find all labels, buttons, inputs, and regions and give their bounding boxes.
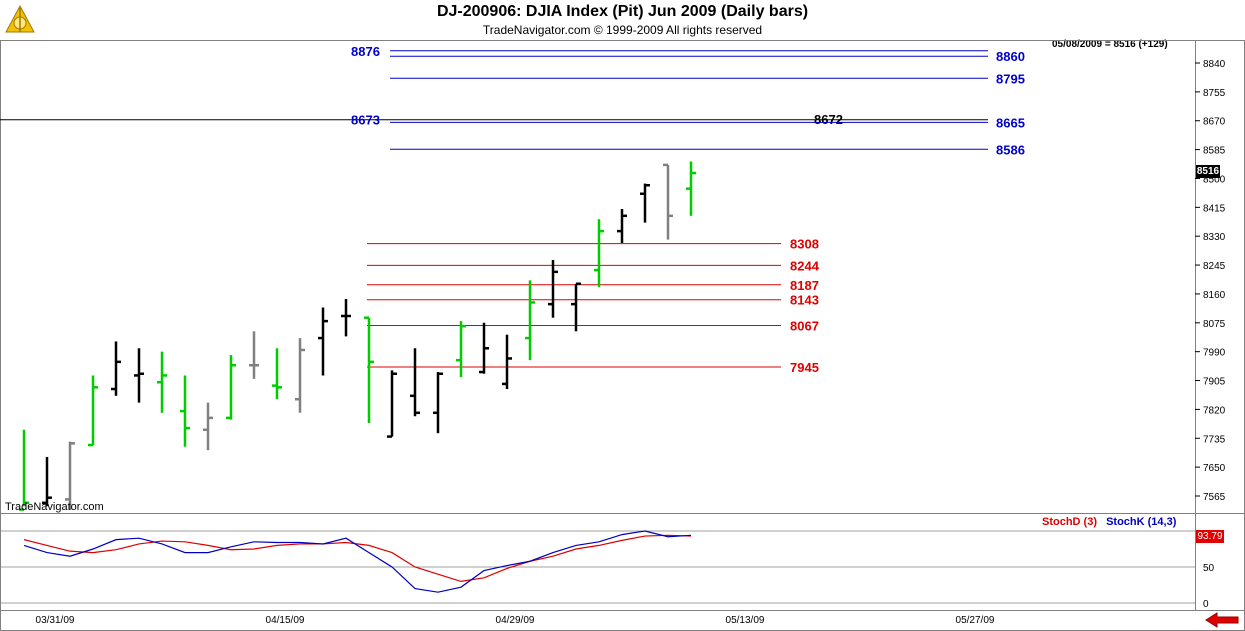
stoch-d-line bbox=[23, 534, 692, 583]
ohlc-bar bbox=[42, 456, 52, 507]
level-label: 8860 bbox=[996, 49, 1025, 64]
price-tick-label: 7820 bbox=[1203, 405, 1226, 416]
price-tick-label: 8500 bbox=[1203, 174, 1226, 185]
stoch-k-line bbox=[23, 530, 692, 593]
ohlc-bar bbox=[433, 372, 443, 434]
ohlc-bar bbox=[249, 331, 259, 379]
level-label: 8665 bbox=[996, 115, 1025, 130]
level-label: 8067 bbox=[790, 319, 819, 334]
chart-title: DJ-200906: DJIA Index (Pit) Jun 2009 (Da… bbox=[436, 3, 809, 20]
osc-tick-label: 0 bbox=[1203, 599, 1209, 610]
ohlc-bar bbox=[318, 307, 328, 376]
price-tick-label: 8160 bbox=[1203, 290, 1226, 301]
price-tick-label: 8330 bbox=[1203, 232, 1226, 243]
date-tick-label: 04/29/09 bbox=[496, 615, 535, 626]
stoch-k-legend: StochK (14,3) bbox=[1106, 516, 1177, 528]
level-label: 8244 bbox=[790, 258, 820, 273]
price-tick-label: 8075 bbox=[1203, 319, 1226, 330]
ohlc-bar bbox=[134, 348, 144, 403]
ohlc-bar bbox=[88, 375, 98, 447]
ohlc-bar bbox=[387, 370, 397, 438]
ohlc-bar bbox=[295, 338, 305, 413]
oscillator-legend: StochD (3) StochK (14,3) bbox=[1042, 516, 1176, 528]
ohlc-bar bbox=[548, 259, 558, 318]
price-tick-label: 8245 bbox=[1203, 261, 1226, 272]
stoch-d-legend: StochD (3) bbox=[1042, 516, 1097, 528]
price-tick-label: 7650 bbox=[1203, 463, 1226, 474]
ohlc-bar bbox=[502, 334, 512, 390]
date-tick-label: 03/31/09 bbox=[36, 615, 75, 626]
ohlc-bar bbox=[594, 219, 604, 288]
level-label: 8586 bbox=[996, 142, 1025, 157]
price-tick-label: 7565 bbox=[1203, 492, 1226, 503]
level-label: 8673 bbox=[351, 113, 380, 128]
compass-logo-icon bbox=[5, 4, 35, 33]
price-tick-label: 7905 bbox=[1203, 377, 1226, 388]
ohlc-bar bbox=[479, 322, 489, 374]
ohlc-bar bbox=[410, 348, 420, 417]
oscillator-value-tag: 93.79 bbox=[1196, 530, 1224, 543]
level-label: 8308 bbox=[790, 237, 819, 252]
level-label: 8672 bbox=[814, 112, 843, 127]
ohlc-bar bbox=[617, 209, 627, 243]
ohlc-bar bbox=[364, 316, 374, 423]
level-label: 8187 bbox=[790, 278, 819, 293]
ohlc-bar bbox=[640, 183, 650, 223]
chart-header: DJ-200906: DJIA Index (Pit) Jun 2009 (Da… bbox=[0, 0, 1245, 40]
ohlc-bar bbox=[686, 161, 696, 216]
osc-tick-label: 50 bbox=[1203, 563, 1215, 574]
ohlc-bar bbox=[571, 282, 581, 332]
price-tick-label: 8755 bbox=[1203, 88, 1226, 99]
price-tick-label: 8585 bbox=[1203, 146, 1226, 157]
level-label: 8876 bbox=[351, 44, 380, 59]
ohlc-bar bbox=[525, 280, 535, 361]
ohlc-bar bbox=[456, 321, 466, 378]
price-tick-label: 8415 bbox=[1203, 203, 1226, 214]
last-price-tag: 8516 bbox=[1196, 165, 1220, 178]
date-tick-label: 05/13/09 bbox=[726, 615, 765, 626]
price-tick-label: 8840 bbox=[1203, 59, 1226, 70]
ohlc-bar bbox=[341, 299, 351, 337]
price-readout: 05/08/2009 = 8516 (+129) bbox=[1052, 39, 1168, 50]
ohlc-bar bbox=[65, 441, 75, 510]
level-label: 7945 bbox=[790, 360, 819, 375]
ohlc-bar bbox=[203, 402, 213, 451]
ohlc-bar bbox=[226, 355, 236, 420]
left-arrow-icon[interactable] bbox=[1205, 612, 1239, 628]
ohlc-bar bbox=[272, 348, 282, 400]
ohlc-bar bbox=[157, 351, 167, 413]
date-tick-label: 05/27/09 bbox=[956, 615, 995, 626]
chart-subtitle: TradeNavigator.com © 1999-2009 All right… bbox=[482, 23, 763, 37]
level-label: 8143 bbox=[790, 293, 819, 308]
price-tick-label: 7990 bbox=[1203, 348, 1226, 359]
watermark: TradeNavigator.com bbox=[5, 501, 104, 513]
ohlc-bar bbox=[663, 163, 673, 240]
price-tick-label: 7735 bbox=[1203, 434, 1226, 445]
ohlc-bar bbox=[19, 429, 29, 511]
date-tick-label: 04/15/09 bbox=[266, 615, 305, 626]
level-label: 8795 bbox=[996, 71, 1025, 86]
price-tick-label: 8670 bbox=[1203, 117, 1226, 128]
ohlc-bar bbox=[111, 341, 121, 396]
ohlc-bar bbox=[180, 375, 190, 447]
